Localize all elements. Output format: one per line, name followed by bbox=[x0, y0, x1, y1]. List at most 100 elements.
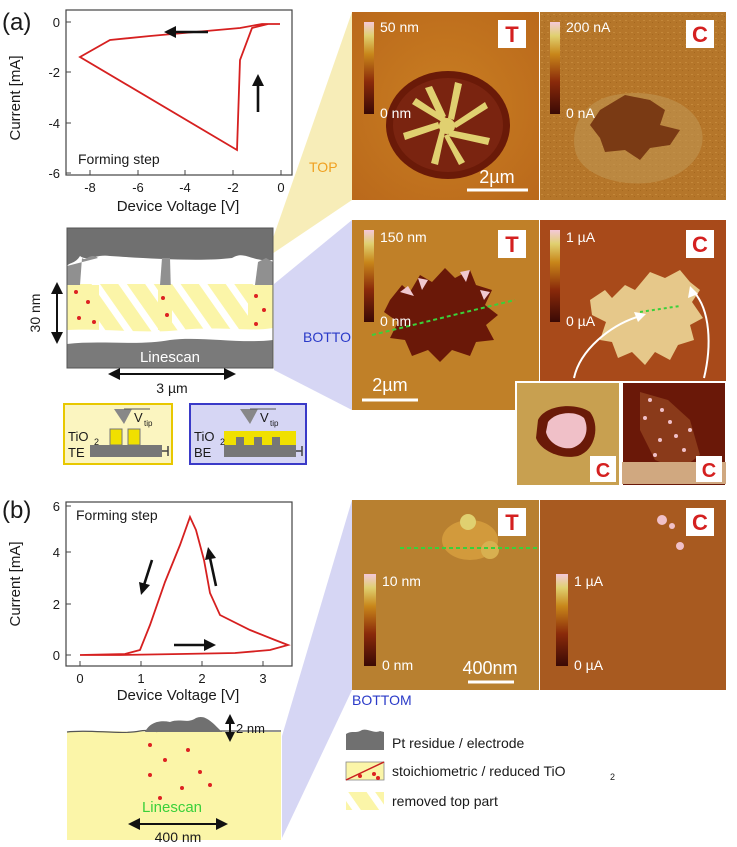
plot-a-xtick-2: -4 bbox=[179, 180, 191, 195]
plot-a-xlabel: Device Voltage [V] bbox=[117, 198, 240, 215]
inset-arrow-2-icon bbox=[693, 291, 710, 379]
cross-section-a: Linescan bbox=[66, 227, 274, 369]
afm-top-topography: 50 nm 0 nm T 2µm bbox=[352, 12, 539, 200]
bottom-label-a: BOTTOM bbox=[303, 329, 363, 345]
width-label-b: 400 nm bbox=[155, 829, 202, 845]
afm-bottom-topography: 150 nm 0 nm T 2µm bbox=[352, 220, 539, 410]
forming-plot-b: 6 4 2 0 0 1 2 3 Device Voltage [V] Curre… bbox=[7, 499, 293, 704]
panel-a-label: (a) bbox=[2, 9, 31, 36]
te-tip-label: V bbox=[134, 410, 143, 425]
top-topo-scale: 2µm bbox=[479, 167, 514, 187]
linescan-label-a: Linescan bbox=[140, 349, 200, 366]
inset-2-badge: C bbox=[702, 460, 716, 482]
b-topo-cb-min: 0 nm bbox=[382, 657, 413, 673]
bottom-label-b: BOTTOM bbox=[352, 692, 412, 708]
plot-a-annotation: Forming step bbox=[78, 151, 160, 167]
b-topo-badge: T bbox=[505, 510, 519, 535]
inset-arrow-2-head bbox=[688, 286, 698, 298]
afm-bottom-current: 1 µA 0 µA C bbox=[540, 220, 726, 410]
bottom-link bbox=[274, 220, 352, 410]
plot-a-ytick-1: -2 bbox=[48, 65, 60, 80]
te-material-sub: 2 bbox=[94, 437, 99, 447]
legend: Pt residue / electrode stoichiometric / … bbox=[345, 729, 615, 810]
bottom-topo-cb-min: 0 nm bbox=[380, 313, 411, 329]
be-electrode: BE bbox=[194, 445, 212, 460]
thickness-label: 30 nm bbox=[27, 294, 43, 333]
plot-a-xtick-4: 0 bbox=[277, 180, 284, 195]
plot-b-annotation: Forming step bbox=[76, 507, 158, 523]
iv-curve-b bbox=[79, 514, 291, 656]
plot-b-xtick-2: 2 bbox=[198, 671, 205, 686]
height-arrow-icon bbox=[225, 714, 235, 742]
arrow-down-icon bbox=[139, 559, 154, 595]
inset-1-badge: C bbox=[596, 460, 610, 482]
iv-curve-a bbox=[78, 23, 280, 152]
top-link bbox=[266, 12, 352, 258]
te-tip-sub: tip bbox=[144, 419, 153, 428]
thickness-arrow-icon bbox=[51, 282, 63, 344]
inset-1: C bbox=[515, 381, 621, 487]
legend-item-pt: Pt residue / electrode bbox=[392, 735, 525, 751]
b-current-cb-min: 0 µA bbox=[574, 657, 604, 673]
be-tip-sub: tip bbox=[270, 419, 279, 428]
plot-a-xtick-1: -6 bbox=[132, 180, 144, 195]
top-topo-badge: T bbox=[505, 22, 519, 47]
plot-b-xlabel: Device Voltage [V] bbox=[117, 687, 240, 704]
te-electrode: TE bbox=[68, 445, 85, 460]
arrow-up-b-icon bbox=[205, 547, 218, 587]
inset-arrow-1-head bbox=[634, 312, 646, 322]
afm-b-current: 1 µA 0 µA C bbox=[540, 500, 726, 690]
afm-top-current: 200 nA 0 nA C bbox=[540, 12, 726, 200]
top-current-cb-max: 200 nA bbox=[566, 19, 611, 35]
schematic-be: V tip TiO 2 BE bbox=[189, 403, 307, 465]
bottom-topo-scale: 2µm bbox=[372, 375, 407, 395]
plot-b-xtick-1: 1 bbox=[137, 671, 144, 686]
bottom-current-badge: C bbox=[692, 232, 708, 257]
bottom-current-cb-max: 1 µA bbox=[566, 229, 596, 245]
linescan-label-b: Linescan bbox=[142, 799, 202, 816]
legend-item-tio2-sub: 2 bbox=[610, 772, 615, 782]
b-current-badge: C bbox=[692, 510, 708, 535]
be-material: TiO bbox=[194, 429, 214, 444]
te-material: TiO bbox=[68, 429, 88, 444]
afm-b-topography: 10 nm 0 nm T 400nm bbox=[352, 500, 540, 690]
plot-b-ylabel: Current [mA] bbox=[7, 541, 24, 626]
plot-a-xtick-0: -8 bbox=[84, 180, 96, 195]
arrow-up-icon bbox=[252, 74, 264, 112]
arrow-right-icon bbox=[174, 639, 216, 651]
be-material-sub: 2 bbox=[220, 437, 225, 447]
top-label: TOP bbox=[309, 159, 338, 175]
plot-b-xtick-3: 3 bbox=[259, 671, 266, 686]
inset-2: C bbox=[621, 381, 727, 487]
b-topo-cb-max: 10 nm bbox=[382, 573, 421, 589]
arrow-left-icon bbox=[164, 26, 208, 38]
schematic-te: V tip TiO 2 TE bbox=[63, 403, 173, 465]
plot-b-ytick-3: 0 bbox=[53, 648, 60, 663]
panel-b-label: (b) bbox=[2, 497, 31, 524]
plot-a-ylabel: Current [mA] bbox=[7, 55, 24, 140]
legend-swatch-tio2 bbox=[345, 761, 385, 781]
b-current-cb-max: 1 µA bbox=[574, 573, 604, 589]
legend-item-tio2: stoichiometric / reduced TiO bbox=[392, 763, 566, 779]
bottom-topo-badge: T bbox=[505, 232, 519, 257]
plot-a-xtick-3: -2 bbox=[227, 180, 239, 195]
height-label-b: 2 nm bbox=[236, 721, 265, 736]
bottom-topo-cb-max: 150 nm bbox=[380, 229, 427, 245]
width-arrow-b-icon bbox=[128, 818, 228, 830]
bottom-link-b bbox=[282, 500, 352, 838]
top-topo-cb-min: 0 nm bbox=[380, 105, 411, 121]
legend-swatch-pt bbox=[346, 729, 384, 750]
be-tip-label: V bbox=[260, 410, 269, 425]
legend-swatch-removed bbox=[346, 792, 384, 810]
legend-item-removed: removed top part bbox=[392, 793, 498, 809]
plot-a-ytick-3: -6 bbox=[48, 166, 60, 181]
forming-plot-a: 0 -2 -4 -6 -8 -6 -4 -2 0 Device Voltage … bbox=[7, 9, 293, 215]
top-current-badge: C bbox=[692, 22, 708, 47]
plot-b-ytick-2: 2 bbox=[53, 597, 60, 612]
top-current-cb-min: 0 nA bbox=[566, 105, 595, 121]
width-label-a: 3 µm bbox=[156, 380, 187, 396]
plot-b-ytick-1: 4 bbox=[53, 545, 60, 560]
bottom-current-cb-min: 0 µA bbox=[566, 313, 596, 329]
width-arrow-icon bbox=[108, 368, 236, 380]
